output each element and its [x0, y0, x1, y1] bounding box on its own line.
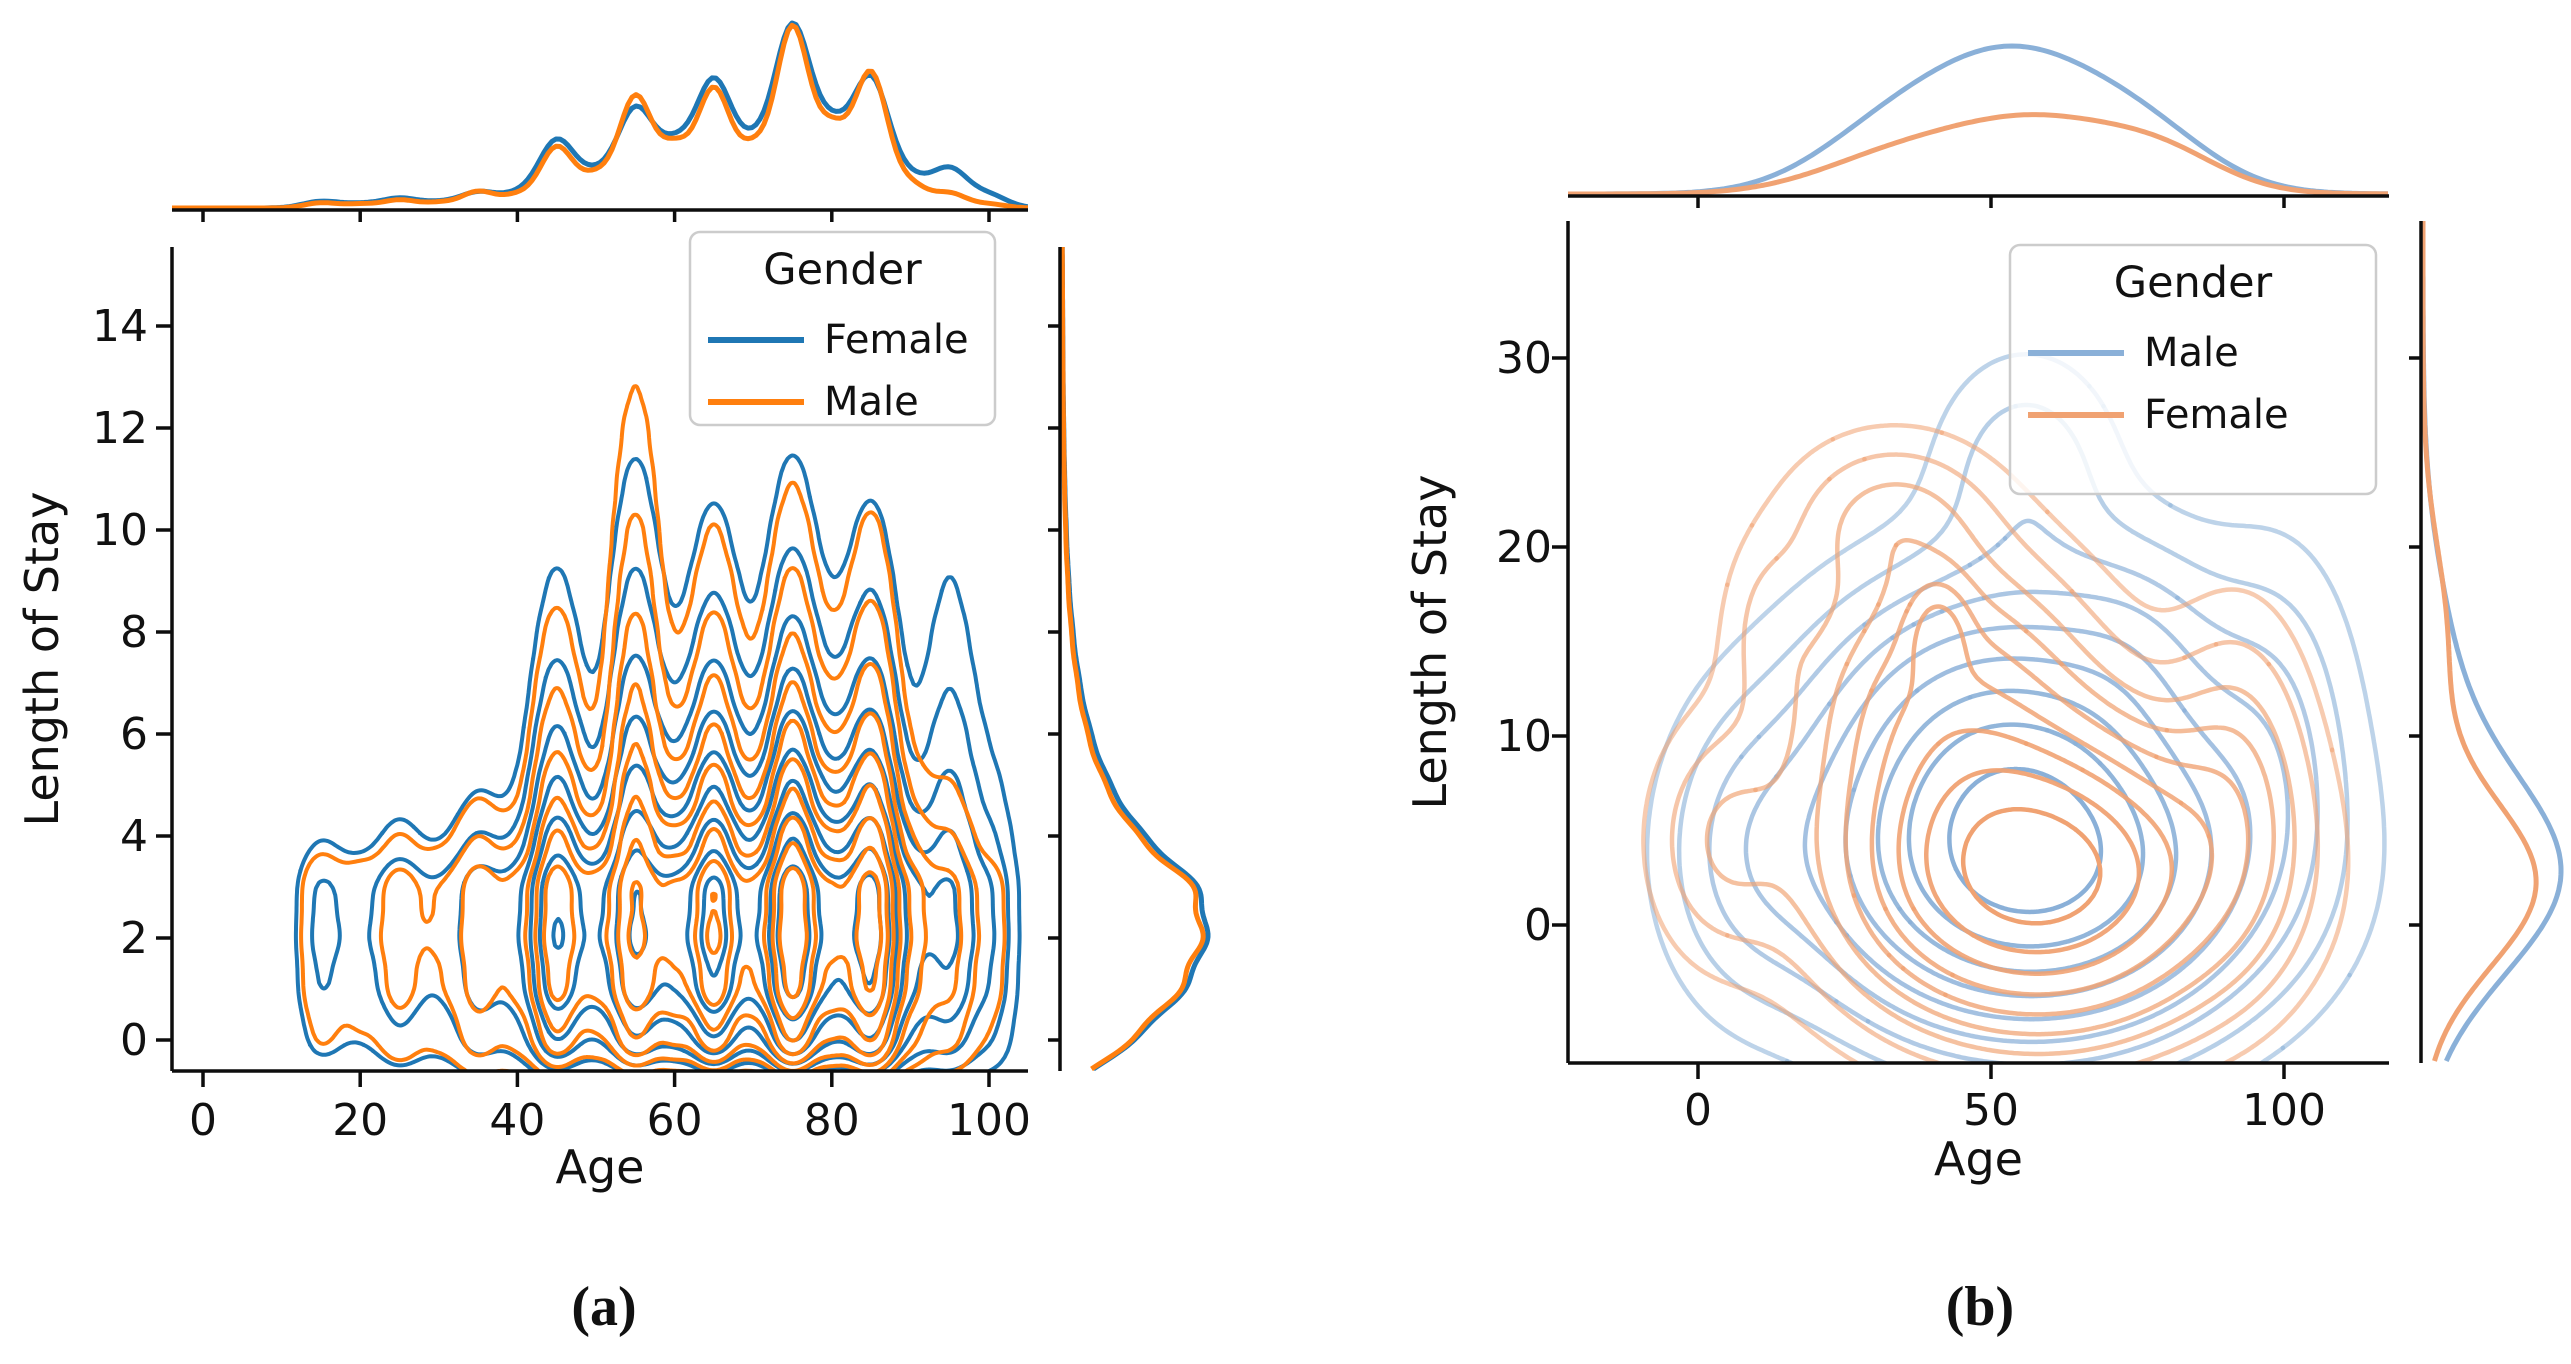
kde-contour-male-b [1743, 589, 2291, 1045]
y-tick-label-b: 20 [1496, 522, 1552, 573]
kde-contour-female-a [457, 614, 997, 1071]
kde-contour-female-b [1641, 422, 2351, 1063]
x-tick-label-a: 60 [647, 1095, 703, 1146]
kde-contour-male-a [762, 815, 890, 1043]
x-tick-label-a: 40 [489, 1095, 545, 1146]
kde-contour-female-b [1669, 452, 2321, 1063]
axes-b: 0 50 100 0 10 20 30 Age Length of Stay [1403, 194, 2423, 1186]
kde-contour-female-a [597, 747, 909, 1066]
legend-box-a [688, 230, 997, 427]
kde-contour-male-a [693, 859, 735, 1007]
legend-b: Gender Male Female [2008, 243, 2378, 496]
kde-contour-female-b [1924, 768, 2142, 955]
caption-a: (a) [571, 1276, 636, 1338]
y-tick-label-b: 30 [1496, 333, 1552, 384]
kde-contour-male-a [626, 880, 647, 960]
y-axis-label-a: Length of Stay [15, 492, 69, 827]
x-tick-label-b: 50 [1963, 1085, 2019, 1136]
kde-contour-female-a [537, 853, 587, 1011]
legend-a: Gender Female Male [688, 230, 997, 427]
marginal-top-path-female-b [1568, 112, 2388, 196]
kde-contours-male-a [299, 384, 1007, 1071]
x-tick-label-a: 100 [947, 1095, 1031, 1146]
y-tick-label-a: 14 [92, 301, 148, 352]
kde-contour-female-a [754, 811, 892, 1043]
y-tick-label-b: 0 [1524, 900, 1552, 951]
y-tick-label-a: 4 [120, 811, 148, 862]
kde-contour-female-a [516, 666, 976, 1071]
x-tick-label-b: 0 [1684, 1085, 1712, 1136]
x-tick-label-a: 20 [332, 1095, 388, 1146]
kde-contour-female-a [685, 849, 743, 1014]
kde-contour-male-a [710, 891, 718, 903]
kde-contour-female-b [1960, 806, 2103, 926]
marginal-top-curve-female-b [1568, 112, 2388, 196]
kde-contour-male-a [705, 909, 723, 955]
kde-contour-female-a [528, 709, 960, 1071]
marginal-right-curve-male-a [1060, 247, 1206, 1071]
x-tick-label-a: 0 [189, 1095, 217, 1146]
kde-contour-female-b [1843, 581, 2251, 1017]
axes-a: 0 20 40 60 80 100 0 2 4 6 8 10 12 14 Age Length of Stay [15, 208, 1062, 1194]
legend-item-label-female-a: Female [824, 317, 969, 363]
marginal-right-path-female-b [2421, 221, 2539, 1062]
legend-item-label-male-a: Male [824, 379, 919, 425]
legend-item-label-male-b: Male [2144, 330, 2239, 376]
kde-contour-female-a [293, 453, 1022, 1071]
caption-b: (b) [1946, 1276, 2014, 1338]
kde-contour-female-a [699, 875, 729, 978]
kde-contour-female-b [1704, 482, 2297, 1057]
kde-contour-male-a [777, 866, 809, 1000]
kde-contour-male-a [604, 757, 903, 1066]
x-axis-label-b: Age [1934, 1132, 2023, 1186]
marginal-right-curve-female-b [2421, 221, 2539, 1062]
kde-contour-male-a [616, 786, 896, 1057]
x-tick-label-a: 80 [804, 1095, 860, 1146]
y-tick-label-a: 6 [120, 709, 148, 760]
y-tick-label-a: 2 [120, 913, 148, 964]
kde-contour-female-a [551, 916, 566, 950]
kde-contours-female-b [1641, 422, 2351, 1063]
kde-contour-male-a [299, 384, 1007, 1071]
kde-contour-male-a [770, 841, 818, 1021]
legend-item-label-female-b: Female [2144, 392, 2289, 438]
y-tick-label-a: 8 [120, 607, 148, 658]
marginal-top-path-male-a [172, 22, 1028, 210]
kde-contour-male-b [1802, 624, 2253, 1022]
kde-contour-male-a [523, 680, 928, 1071]
kde-contour-female-a [310, 878, 342, 991]
x-tick-label-b: 100 [2242, 1085, 2326, 1136]
kde-contour-female-b [1869, 604, 2215, 997]
y-tick-label-a: 12 [92, 403, 148, 454]
kde-contour-male-a [378, 512, 982, 1071]
kde-contour-male-b [1644, 352, 2387, 1063]
legend-title-b: Gender [2114, 258, 2273, 308]
kde-contour-female-b [1814, 537, 2276, 1037]
kde-contour-male-b [1906, 722, 2146, 949]
kde-contour-female-a [367, 546, 1011, 1071]
x-axis-label-a: Age [556, 1140, 645, 1194]
legend-title-a: Gender [763, 245, 922, 295]
kde-contour-female-a [614, 778, 900, 1057]
marginal-right-path-male-a [1060, 247, 1206, 1071]
y-tick-label-b: 10 [1496, 711, 1552, 762]
kde-contour-male-a [533, 718, 914, 1071]
y-tick-label-a: 0 [120, 1015, 148, 1066]
y-axis-label-b: Length of Stay [1403, 475, 1457, 810]
kde-contour-female-b [1896, 728, 2175, 976]
marginal-top-curve-male-a [172, 22, 1028, 210]
kde-contour-male-b [1947, 766, 2104, 915]
kde-contour-female-a [767, 836, 824, 1022]
y-tick-label-a: 10 [92, 505, 148, 556]
kde-contour-male-a [854, 870, 884, 993]
legend-box-b [2008, 243, 2378, 496]
